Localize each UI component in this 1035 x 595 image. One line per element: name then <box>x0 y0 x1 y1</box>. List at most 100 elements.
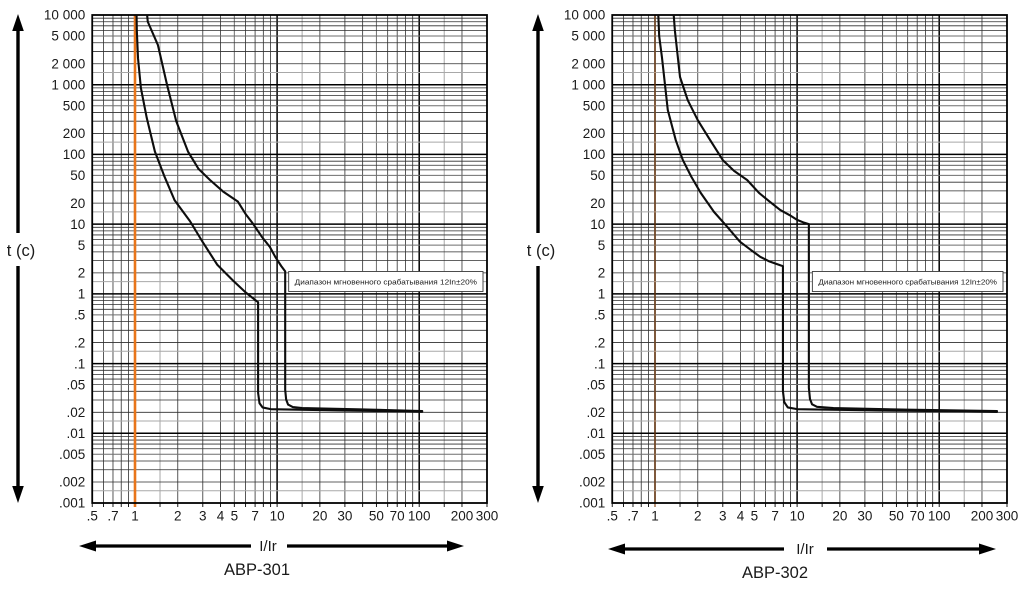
y-tick-label: 10 <box>70 217 85 232</box>
y-tick-label: .01 <box>66 426 85 441</box>
x-tick-label: 50 <box>369 509 384 524</box>
y-tick-label: 1 <box>78 287 86 302</box>
y-axis-labels: 10 000 5 000 2 000 1 000 500 200 100 50 20 10 5 2 1.… <box>44 8 85 511</box>
x-axis-labels: .5 .7 1 2 3 4 5 7 10 20 30 50 70 100 200 300 <box>607 509 1019 524</box>
x-tick-label: 10 <box>790 509 805 524</box>
y-tick-label: 1 000 <box>51 77 85 92</box>
plot-border <box>611 14 1008 504</box>
x-tick-label: 100 <box>408 509 431 524</box>
y-tick-label: 500 <box>583 98 606 113</box>
annotation-box <box>288 271 484 292</box>
x-tick-label: .5 <box>607 509 618 524</box>
y-tick-label: 2 000 <box>571 56 605 71</box>
y-tick-label: 5 <box>78 238 86 253</box>
arrowhead-up-icon <box>12 14 24 31</box>
x-tick-label: .5 <box>87 509 98 524</box>
y-tick-label: 5 000 <box>571 29 605 44</box>
arrowhead-down-icon <box>532 486 544 503</box>
y-tick-label: 1 000 <box>571 77 605 92</box>
y-tick-label: .02 <box>586 405 605 420</box>
x-tick-label: 30 <box>857 509 872 524</box>
arrowhead-left-icon <box>608 543 625 555</box>
y-tick-label: 100 <box>583 147 606 162</box>
chart-title: АВР-301 <box>224 561 290 579</box>
y-tick-label: .05 <box>66 377 85 392</box>
x-tick-label: 1 <box>131 509 139 524</box>
arrowhead-left-icon <box>79 540 96 552</box>
x-tick-label: .7 <box>627 509 638 524</box>
x-tick-label: 5 <box>751 509 759 524</box>
y-tick-label: .1 <box>74 356 85 371</box>
annotation-box <box>811 271 1004 292</box>
y-tick-label: 5 000 <box>51 29 85 44</box>
annotation-instantaneous-range: Диапазон мгновенного срабатывания 12In±2… <box>818 278 997 287</box>
x-tick-label: 50 <box>889 509 904 524</box>
y-tick-label: 2 <box>598 266 606 281</box>
y-axis-labels: 10 000 5 000 2 000 1 000 500 200 100 50 20 10 5 2 1.… <box>564 8 605 511</box>
x-tick-label: 4 <box>737 509 745 524</box>
x-tick-label: 200 <box>971 509 994 524</box>
x-tick-label: 300 <box>996 509 1019 524</box>
curve-max-trip-curve <box>146 15 424 413</box>
curve-max-trip-curve <box>672 15 999 413</box>
y-tick-label: .05 <box>586 377 605 392</box>
y-tick-label: 5 <box>598 238 606 253</box>
x-tick-label: 20 <box>312 509 327 524</box>
x-tick-label: 200 <box>451 509 474 524</box>
axis-tick-marks <box>611 503 1008 507</box>
trip-curves <box>135 15 424 413</box>
y-tick-label: 10 000 <box>564 8 605 23</box>
y-tick-label: .1 <box>594 356 605 371</box>
x-tick-label: 2 <box>694 509 702 524</box>
y-tick-label: .02 <box>66 405 85 420</box>
curve-min-trip-curve <box>657 15 999 414</box>
chart-avr-301: Диапазон мгновенного срабатывания 12In±2… <box>7 8 499 579</box>
y-tick-label: 2 <box>78 266 86 281</box>
x-tick-label: 5 <box>231 509 239 524</box>
x-tick-label: 70 <box>910 509 925 524</box>
x-tick-label: 3 <box>719 509 727 524</box>
y-axis-arrow <box>12 14 24 503</box>
arrowhead-right-icon <box>447 540 464 552</box>
y-tick-label: .001 <box>579 496 605 511</box>
x-tick-label: 4 <box>217 509 225 524</box>
y-tick-label: 200 <box>583 126 606 141</box>
y-tick-label: 50 <box>70 168 85 183</box>
x-tick-label: 1 <box>651 509 659 524</box>
plot-border <box>91 14 488 504</box>
y-tick-label: .002 <box>579 475 605 490</box>
x-axis-arrow <box>608 543 996 555</box>
y-tick-label: .5 <box>594 308 605 323</box>
y-tick-label: 1 <box>598 287 606 302</box>
y-axis-title: t (c) <box>527 242 555 260</box>
x-tick-label: 30 <box>337 509 352 524</box>
arrowhead-up-icon <box>532 14 544 31</box>
arrowhead-down-icon <box>12 486 24 503</box>
x-tick-label: 70 <box>390 509 405 524</box>
y-tick-label: .5 <box>74 308 85 323</box>
y-tick-label: 200 <box>63 126 86 141</box>
y-axis-arrow <box>532 14 544 503</box>
x-axis-arrow <box>79 540 464 552</box>
x-tick-label: 2 <box>174 509 182 524</box>
x-tick-label: 3 <box>199 509 207 524</box>
y-tick-label: .01 <box>586 426 605 441</box>
x-axis-labels: .5 .7 1 2 3 4 5 7 10 20 30 50 70 100 200 300 <box>87 509 499 524</box>
y-tick-label: 100 <box>63 147 86 162</box>
y-tick-label: .2 <box>74 335 85 350</box>
y-tick-label: 50 <box>590 168 605 183</box>
x-tick-label: 20 <box>832 509 847 524</box>
x-axis-title: I/Ir <box>796 541 814 558</box>
x-axis-title: I/Ir <box>259 538 277 555</box>
y-tick-label: .005 <box>59 447 85 462</box>
trip-curves <box>657 15 999 414</box>
annotation-instantaneous-range: Диапазон мгновенного срабатывания 12In±2… <box>295 278 477 287</box>
y-tick-label: 20 <box>70 196 85 211</box>
y-tick-label: 2 000 <box>51 56 85 71</box>
x-tick-label: 100 <box>928 509 951 524</box>
y-axis-title: t (c) <box>7 242 35 260</box>
x-tick-label: .7 <box>107 509 118 524</box>
y-tick-label: 20 <box>590 196 605 211</box>
y-tick-label: .001 <box>59 496 85 511</box>
